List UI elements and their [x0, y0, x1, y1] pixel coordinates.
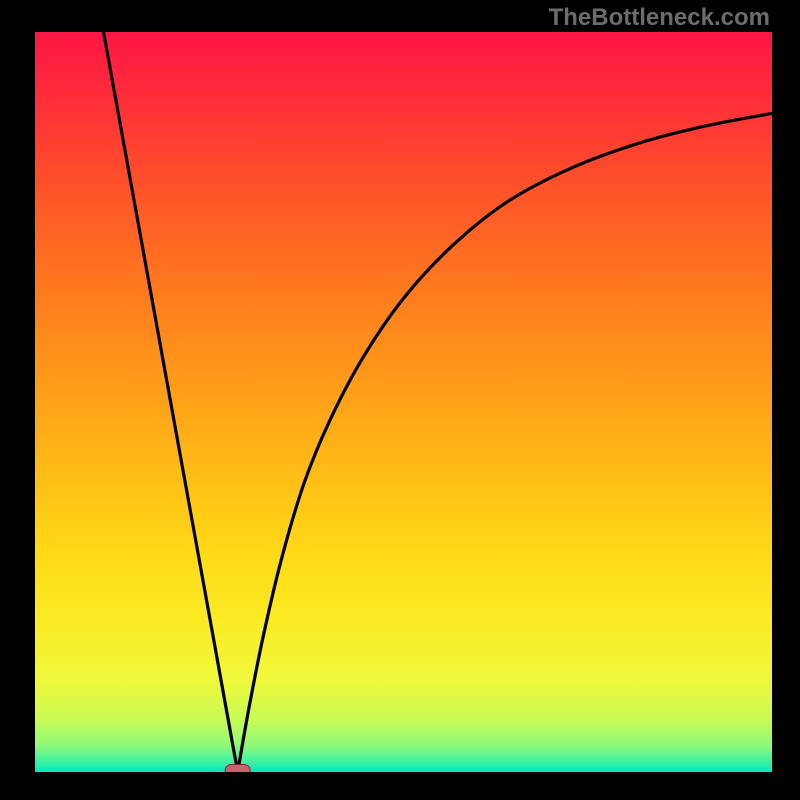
- plot-area: [35, 32, 772, 772]
- gradient-background: [35, 32, 772, 772]
- minimum-marker: [225, 765, 250, 773]
- plot-svg: [35, 32, 772, 772]
- chart-frame: TheBottleneck.com: [0, 0, 800, 800]
- watermark-text: TheBottleneck.com: [549, 4, 770, 32]
